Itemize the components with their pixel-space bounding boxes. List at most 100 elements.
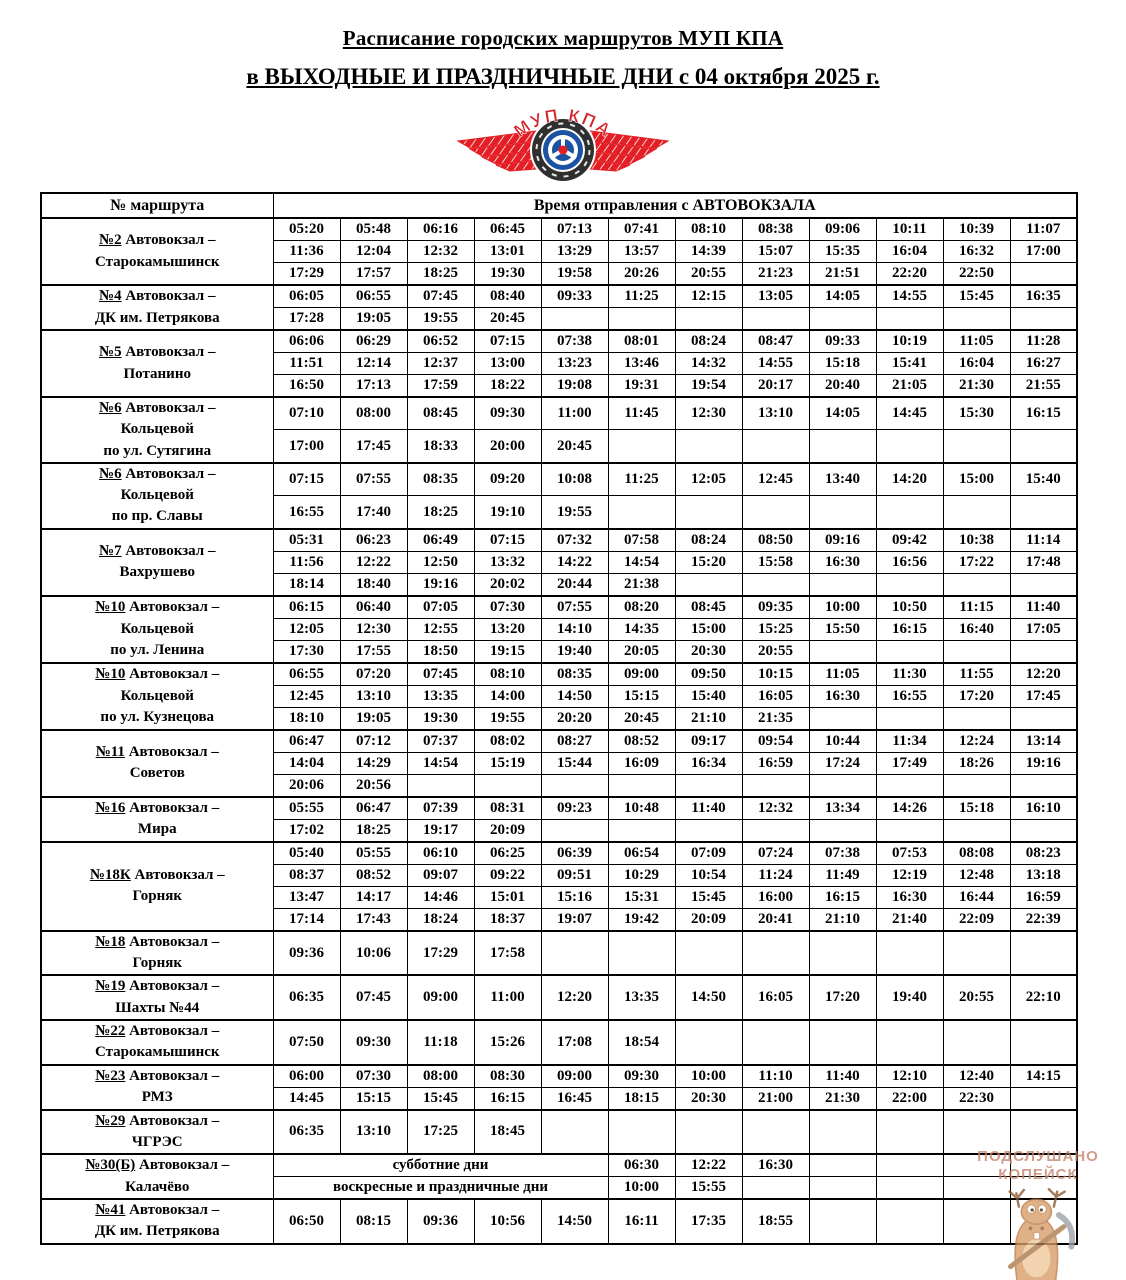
time-cell: 17:55 (339, 639, 408, 664)
time-cell: 14:05 (808, 284, 877, 308)
time-cell: 12:32 (406, 240, 475, 263)
time-cell: 12:20 (1009, 661, 1078, 686)
time-cell: 12:22 (339, 550, 408, 574)
time-cell: 11:05 (942, 329, 1011, 353)
empty-cell (808, 639, 877, 664)
time-cell: 11:07 (1009, 217, 1078, 241)
time-cell: 14:15 (1009, 1063, 1078, 1088)
empty-cell (741, 1176, 810, 1200)
route-name: №5 Автовокзал – Потанино (40, 329, 274, 398)
time-cell: 11:05 (808, 661, 877, 686)
time-cell: 11:10 (741, 1063, 810, 1088)
time-cell: 17:20 (942, 684, 1011, 708)
time-cell: 12:37 (406, 352, 475, 375)
time-cell: 14:45 (875, 396, 944, 431)
time-cell: 19:55 (473, 706, 542, 731)
time-cell: 16:15 (875, 617, 944, 641)
time-cell: 06:45 (473, 217, 542, 241)
time-cell: 09:54 (741, 728, 810, 753)
empty-cell (540, 1108, 609, 1155)
time-cell: 15:00 (942, 461, 1011, 497)
time-cell: 17:00 (1009, 240, 1078, 263)
time-cell: 08:45 (674, 594, 743, 619)
route-name: №16 Автовокзал – Мира (40, 795, 274, 843)
time-cell: 11:36 (272, 240, 341, 263)
table-row: №41 Автовокзал – ДК им. Петрякова 06:50 08:… (40, 1198, 1078, 1245)
time-cell: 17:28 (272, 307, 341, 331)
time-cell: 20:05 (607, 639, 676, 664)
empty-cell (808, 1153, 877, 1178)
time-cell: 13:35 (607, 974, 676, 1021)
time-cell: 05:40 (272, 840, 341, 865)
time-cell: 10:00 (674, 1063, 743, 1088)
time-cell: 17:49 (875, 751, 944, 775)
time-cell: 14:50 (674, 974, 743, 1021)
time-cell: 14:17 (339, 885, 408, 909)
route-name: №18К Автовокзал – Горняк (40, 840, 274, 932)
page-subtitle: в ВЫХОДНЫЕ И ПРАЗДНИЧНЫЕ ДНИ с 04 октябр… (246, 64, 880, 89)
time-cell: 22:09 (942, 907, 1011, 932)
empty-cell (674, 818, 743, 843)
empty-cell (607, 773, 676, 798)
time-cell: 05:55 (272, 795, 341, 820)
time-cell: 20:09 (674, 907, 743, 932)
empty-cell (540, 307, 609, 331)
time-cell: 15:45 (406, 1086, 475, 1111)
table-row: №10 Автовокзал – Кольцевой по ул. Ленина 06… (40, 594, 1078, 664)
right-wing-icon (589, 130, 670, 172)
time-cell: 11:55 (942, 661, 1011, 686)
empty-cell (741, 572, 810, 597)
time-cell: 21:51 (808, 262, 877, 286)
time-cell: 06:16 (406, 217, 475, 241)
empty-cell (808, 929, 877, 976)
empty-cell (540, 773, 609, 798)
time-cell: 19:55 (406, 307, 475, 331)
empty-cell (741, 818, 810, 843)
empty-cell (540, 929, 609, 976)
time-cell: 21:00 (741, 1086, 810, 1111)
route-name: №30(Б) Автовокзал – Калачёво (40, 1153, 274, 1200)
time-cell: 11:49 (808, 863, 877, 887)
time-cell: 08:23 (1009, 840, 1078, 865)
time-cell: 10:56 (473, 1198, 542, 1245)
time-cell: 16:30 (875, 885, 944, 909)
time-cell: 09:51 (540, 863, 609, 887)
empty-cell (942, 1153, 1011, 1178)
time-cell: 14:55 (741, 352, 810, 375)
time-cell: 13:00 (473, 352, 542, 375)
empty-cell (1009, 1198, 1078, 1245)
time-cell: 06:55 (339, 284, 408, 308)
time-cell: 19:30 (473, 262, 542, 286)
time-cell: 17:43 (339, 907, 408, 932)
time-cell: 15:25 (741, 617, 810, 641)
time-cell: 20:00 (473, 429, 542, 464)
empty-cell (406, 773, 475, 798)
time-cell: 14:39 (674, 240, 743, 263)
time-cell: 11:51 (272, 352, 341, 375)
time-cell: 13:29 (540, 240, 609, 263)
time-cell: 14:54 (607, 550, 676, 574)
time-cell: 16:11 (607, 1198, 676, 1245)
time-cell: 10:48 (607, 795, 676, 820)
empty-cell (674, 572, 743, 597)
empty-cell (674, 307, 743, 331)
time-cell: 08:37 (272, 863, 341, 887)
page-title: Расписание городских маршрутов МУП КПА (342, 26, 784, 50)
table-row: №7 Автовокзал – Вахрушево 05:31 06:23 06:49 0… (40, 527, 1078, 597)
time-cell: 20:17 (741, 374, 810, 398)
time-cell: 15:41 (875, 352, 944, 375)
empty-cell (875, 307, 944, 331)
time-cell: 15:58 (741, 550, 810, 574)
time-cell: 12:50 (406, 550, 475, 574)
time-cell: 16:04 (875, 240, 944, 263)
time-cell: 07:45 (339, 974, 408, 1021)
empty-cell (808, 706, 877, 731)
time-cell: 06:49 (406, 527, 475, 552)
table-row: №6 Автовокзал – Кольцевой по ул. Сутягина 0… (40, 396, 1078, 464)
time-cell: 15:07 (741, 240, 810, 263)
time-cell: 09:30 (339, 1018, 408, 1066)
time-cell: 09:23 (540, 795, 609, 820)
time-cell: 18:22 (473, 374, 542, 398)
empty-cell (1009, 706, 1078, 731)
route-name: №22 Автовокзал – Старокамышинск (40, 1018, 274, 1066)
